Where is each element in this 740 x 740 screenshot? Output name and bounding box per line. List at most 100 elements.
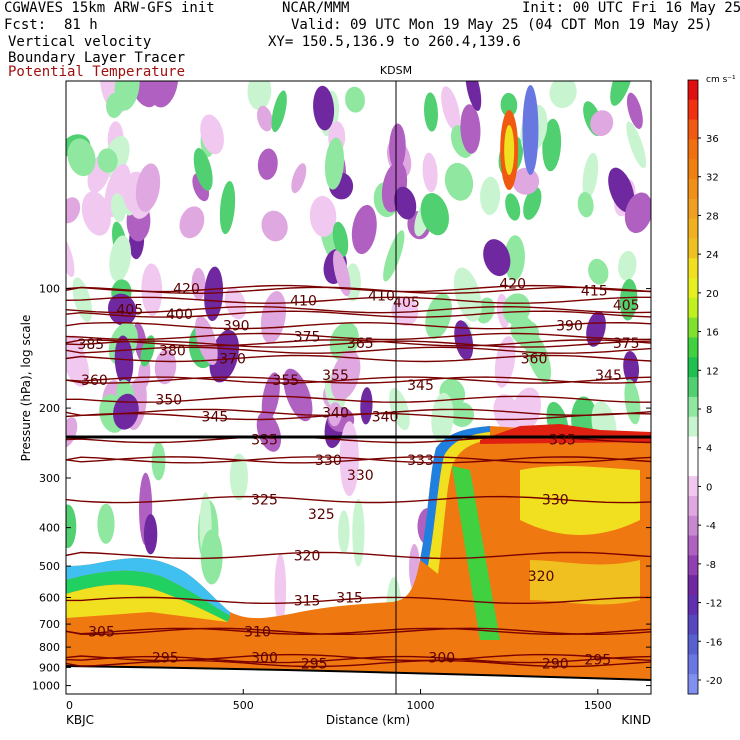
x-tick-label: 500: [233, 699, 254, 712]
isentrope: [66, 395, 651, 403]
isentrope: [66, 456, 651, 464]
colorbar: 36 32 28 24 20 16 12 8 4 0 -4 -8 -12 -16 -20: [687, 79, 722, 695]
colorbar-swatch: [688, 80, 698, 101]
isentrope: [66, 286, 651, 295]
isentrope: [66, 354, 651, 363]
y-tick-label: 600: [39, 592, 60, 605]
w-blob: [389, 388, 410, 430]
colorbar-swatch: [688, 535, 698, 556]
isentrope-label: 345: [407, 378, 434, 394]
colorbar-swatch: [688, 634, 698, 655]
w-blob: [454, 320, 474, 361]
colorbar-swatch: [688, 337, 698, 358]
isentrope-label: 315: [336, 591, 363, 607]
w-blob: [143, 514, 158, 555]
isentrope-label: 360: [81, 373, 108, 389]
w-blob: [608, 167, 635, 213]
isentrope-label: 375: [613, 336, 640, 352]
isentrope-label: 325: [308, 507, 335, 523]
y-tick-label: 800: [39, 641, 60, 654]
isentrope-label: 333: [407, 453, 434, 469]
w-blob: [271, 90, 287, 133]
w-blob: [383, 230, 405, 282]
colorbar-swatch: [688, 476, 698, 497]
w-blob: [283, 368, 313, 422]
w-blob: [154, 349, 177, 385]
isentrope-label: 405: [393, 295, 420, 311]
isentrope-label: 320: [294, 548, 321, 564]
isentrope: [66, 627, 651, 636]
isentrope-label: 290: [542, 657, 569, 673]
w-blob: [588, 258, 609, 285]
w-blob: [352, 498, 365, 567]
colorbar-swatch: [688, 674, 698, 695]
colorbar-swatch: [688, 238, 698, 259]
colorbar-swatch: [688, 119, 698, 140]
isentrope-lines: [66, 284, 651, 668]
isentrope: [66, 305, 651, 314]
w-blob: [256, 412, 282, 452]
colorbar-tick-label: -8: [706, 560, 716, 571]
colorbar-swatch: [688, 99, 698, 121]
w-blob: [500, 92, 518, 117]
colorbar-frame: [687, 79, 699, 695]
w-blob: [200, 114, 224, 155]
w-blob: [626, 92, 643, 129]
y-axis: 100 200 300 400 500 600 700 800 900 1000: [32, 283, 651, 693]
colorbar-swatch: [688, 218, 698, 239]
w-blob: [81, 191, 111, 236]
w-blob: [480, 176, 501, 215]
isentrope-label: 360: [521, 352, 548, 368]
w-blob: [291, 163, 307, 194]
w-blob: [523, 187, 542, 220]
colorbar-swatch: [688, 278, 698, 299]
colorbar-tick-label: 24: [706, 250, 719, 261]
colorbar-swatch: [688, 575, 698, 596]
isentrope: [66, 495, 651, 504]
w-blob: [324, 137, 345, 190]
isentrope-label: 295: [152, 651, 179, 667]
y-tick-label: 400: [39, 522, 60, 535]
w-blob: [193, 148, 213, 191]
x-axis-label: Distance (km): [326, 713, 410, 727]
w-blob: [338, 510, 350, 554]
isentrope: [66, 412, 651, 421]
w-blob: [465, 81, 482, 111]
w-blob: [224, 287, 247, 320]
isentrope-label: 355: [272, 373, 299, 389]
w-blob: [135, 163, 161, 212]
colorbar-tick-label: 36: [706, 134, 719, 145]
w-blob: [109, 235, 132, 282]
w-blob: [274, 553, 287, 626]
colorbar-tick-label: 8: [706, 405, 712, 416]
isentrope: [66, 376, 651, 384]
w-blob: [542, 118, 562, 172]
w-blob: [141, 263, 163, 316]
model-title: CGWAVES 15km ARW-GFS init: [4, 0, 215, 16]
isentrope-label: 340: [322, 405, 349, 421]
w-blob: [424, 92, 438, 132]
isentrope: [66, 310, 651, 318]
w-blob: [389, 123, 406, 171]
y-axis-label: Pressure (hPa), log scale: [19, 315, 33, 462]
isentrope-label: 415: [581, 283, 608, 299]
w-blob: [360, 387, 373, 425]
isentrope-label: 295: [301, 657, 328, 673]
w-blob: [107, 293, 137, 326]
w-blob: [351, 204, 377, 255]
w-blob: [610, 81, 634, 106]
colorbar-swatch: [688, 456, 698, 477]
colorbar-swatch: [688, 594, 698, 616]
w-blob: [483, 239, 511, 277]
isentrope-label: 335: [251, 433, 278, 449]
w-blob: [110, 193, 126, 222]
w-blob: [151, 442, 166, 481]
y-tick-label: 700: [39, 618, 60, 631]
isentrope-label: 310: [244, 624, 271, 640]
w-blob: [444, 162, 474, 201]
colorbar-tick-label: -16: [706, 637, 722, 648]
isentrope-label: 335: [549, 433, 576, 449]
isentrope: [66, 376, 651, 384]
w-blob: [504, 235, 525, 281]
isentrope-label: 385: [77, 337, 104, 353]
